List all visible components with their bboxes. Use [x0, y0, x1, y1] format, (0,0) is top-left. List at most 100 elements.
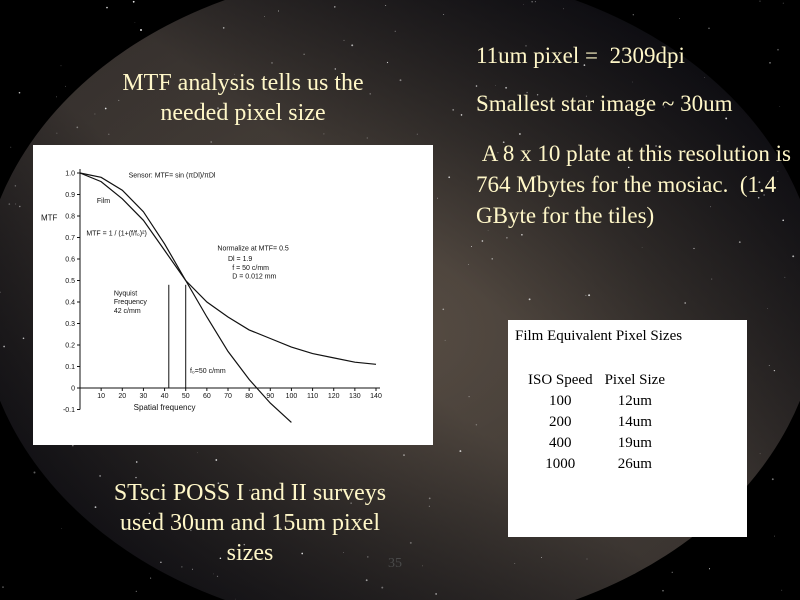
star — [19, 205, 21, 208]
slide-caption: STsci POSS I and II surveys used 30um an… — [113, 480, 393, 566]
y-tick-label: 0.1 — [65, 364, 75, 371]
star — [236, 123, 237, 124]
star — [528, 298, 531, 301]
star — [3, 345, 5, 348]
star — [758, 181, 761, 184]
x-tick-label: 80 — [245, 393, 253, 400]
star — [303, 53, 305, 55]
star — [234, 73, 235, 75]
star — [534, 1, 536, 3]
star — [768, 364, 770, 367]
star — [521, 233, 523, 236]
star — [725, 117, 728, 120]
star — [334, 6, 336, 8]
star — [523, 4, 524, 5]
series-label: Film — [97, 198, 110, 205]
mtf-chart: 1.0 0.9 0.8 0.7 0.6 0.5 0.4 0.3 0.2 0.1 0 -0.1 10 20 3… — [41, 169, 382, 423]
star — [774, 535, 775, 537]
star — [468, 395, 470, 398]
star — [364, 522, 366, 525]
y-tick-label: -0.1 — [63, 407, 75, 414]
star — [468, 264, 469, 266]
star — [777, 48, 779, 51]
star — [662, 589, 664, 592]
x-tick-label: 30 — [140, 393, 148, 400]
star — [213, 573, 214, 575]
star — [210, 141, 213, 143]
star — [518, 133, 521, 135]
table-row: 200 14um — [522, 412, 671, 433]
star — [782, 2, 784, 4]
star — [460, 114, 463, 116]
y-tick-label: 1.0 — [65, 171, 75, 178]
star — [56, 132, 58, 134]
star — [538, 176, 541, 179]
annotation: f = 50 c/mm — [232, 265, 269, 272]
star — [148, 512, 150, 515]
star — [435, 593, 437, 595]
star — [2, 586, 4, 588]
star — [506, 236, 508, 239]
star — [514, 563, 516, 564]
star — [365, 579, 368, 582]
star — [437, 197, 439, 199]
star — [491, 258, 493, 260]
star — [264, 16, 265, 17]
star — [448, 176, 451, 179]
star — [586, 558, 588, 560]
star — [134, 22, 136, 23]
star — [323, 133, 325, 135]
star — [471, 246, 472, 247]
star — [627, 166, 630, 169]
star — [61, 528, 63, 529]
star — [33, 471, 36, 474]
star — [367, 556, 369, 558]
star — [784, 276, 786, 278]
star — [704, 77, 706, 78]
star — [763, 194, 765, 196]
table-cell: 1000 — [545, 456, 576, 472]
star — [160, 561, 162, 564]
star — [409, 541, 412, 544]
star — [181, 566, 183, 568]
star — [243, 543, 246, 546]
star — [216, 575, 219, 577]
star — [334, 68, 337, 70]
star — [399, 79, 402, 82]
star — [583, 64, 586, 66]
star — [118, 99, 120, 101]
table: ISO Speed Pixel Size 100 12um 200 14um 400 19… — [522, 370, 671, 475]
star — [15, 203, 17, 205]
star — [693, 247, 695, 250]
note: 11um pixel = 2309dpi — [476, 43, 685, 68]
star — [76, 126, 79, 129]
star — [497, 152, 499, 154]
y-tick-label: 0.3 — [65, 321, 75, 328]
star — [394, 30, 396, 32]
star — [104, 107, 107, 110]
x-tick-label: 60 — [203, 393, 211, 400]
star — [585, 294, 587, 296]
star — [711, 278, 713, 280]
x-tick-label: 120 — [328, 393, 340, 400]
star — [767, 308, 768, 310]
star — [94, 506, 97, 508]
star — [222, 27, 225, 29]
star — [443, 13, 445, 16]
table-cell: 200 — [549, 414, 572, 430]
star — [351, 44, 354, 47]
star — [738, 241, 741, 243]
star — [428, 497, 431, 500]
star — [588, 294, 591, 297]
star — [190, 529, 192, 532]
annotation: MTF = 1 / (1+(f/f₀)²) — [86, 230, 146, 237]
star — [381, 586, 384, 589]
star — [271, 62, 273, 64]
annotation: Nyquist — [114, 291, 137, 298]
slide-title: MTF analysis tells us the needed pixel s… — [122, 70, 370, 126]
star — [769, 62, 771, 64]
x-tick-label: 130 — [349, 393, 361, 400]
star — [481, 240, 484, 242]
star — [428, 505, 430, 507]
star — [498, 51, 500, 53]
